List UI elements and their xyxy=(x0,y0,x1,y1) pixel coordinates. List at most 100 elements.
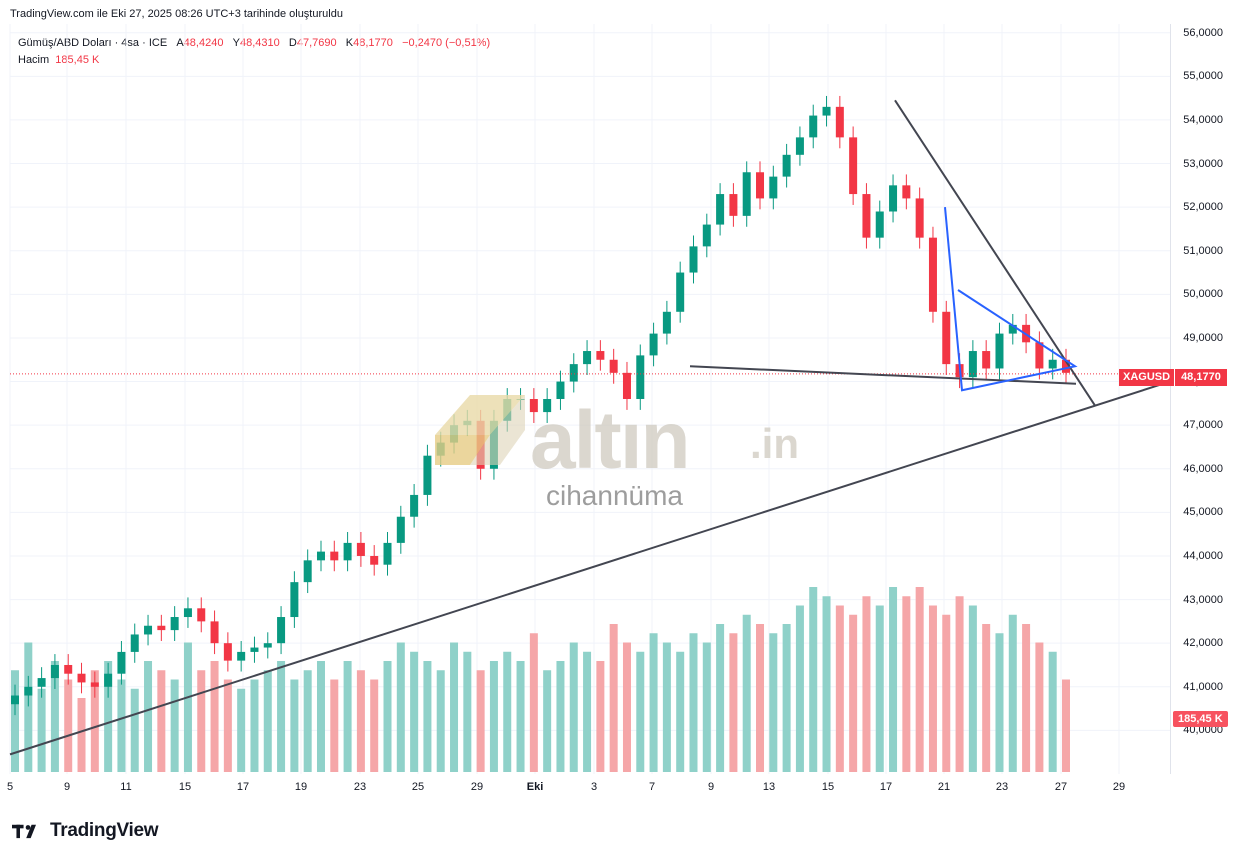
candle-body xyxy=(1062,359,1070,373)
candle-body xyxy=(197,608,206,622)
time-tick-label: 27 xyxy=(1054,781,1068,793)
volume-bar xyxy=(716,624,725,772)
time-tick-label: 5 xyxy=(6,781,14,793)
volume-bar xyxy=(410,651,419,772)
volume-bar xyxy=(968,605,977,772)
legend-ohlc-row: Gümüş/ABD Doları · 4sa · ICE A48,4240 Y4… xyxy=(18,35,490,52)
candle-body xyxy=(795,137,804,155)
volume-bar xyxy=(543,670,552,772)
candle-body xyxy=(263,643,272,648)
volume-bar xyxy=(928,605,937,772)
volume-bar xyxy=(50,661,59,772)
candle-body xyxy=(383,542,392,565)
price-tick-label: 50,0000 xyxy=(1183,288,1223,301)
candle-body xyxy=(928,237,937,312)
time-tick-label: 29 xyxy=(470,781,484,793)
volume-bar xyxy=(450,642,459,772)
price-axis[interactable]: 56,0000 55,0000 54,0000 53,0000 52,0000 51,00… xyxy=(1171,24,1242,774)
volume-bar xyxy=(982,624,991,772)
volume-bar xyxy=(11,670,19,772)
price-tick-label: 54,0000 xyxy=(1183,113,1223,126)
watermark-suffix: .in xyxy=(750,420,799,467)
legend-high: 48,4310 xyxy=(239,37,280,49)
legend-volume-row: Hacim 185,45 K xyxy=(18,52,490,69)
candle-body xyxy=(529,399,538,413)
candle-body xyxy=(144,625,153,635)
chart-caption: TradingView.com ile Eki 27, 2025 08:26 U… xyxy=(10,8,343,20)
wedge-lower-line xyxy=(689,365,1077,385)
volume-bar xyxy=(915,587,924,772)
volume-bar xyxy=(223,679,232,772)
last-price-value: 48,1770 xyxy=(1175,369,1227,386)
candle-body xyxy=(875,211,884,238)
candle-body xyxy=(237,651,246,661)
candle-body xyxy=(356,542,365,556)
candle-body xyxy=(170,617,179,631)
tradingview-logo-icon[interactable] xyxy=(12,821,44,841)
volume-bar xyxy=(290,679,299,772)
volume-bar xyxy=(330,679,339,772)
volume-bar xyxy=(77,698,86,772)
watermark-subtext: cihannüma xyxy=(546,480,683,511)
volume-bar xyxy=(197,670,206,772)
plot-area[interactable] xyxy=(10,24,1171,774)
volume-bar xyxy=(423,661,432,772)
volume-bar xyxy=(569,642,578,772)
volume-bar xyxy=(210,661,219,772)
price-tick-label: 52,0000 xyxy=(1183,201,1223,214)
candle-body xyxy=(157,625,166,631)
time-tick-label: 15 xyxy=(178,781,192,793)
watermark-logo-icon xyxy=(435,395,525,465)
price-tick-label: 49,0000 xyxy=(1183,331,1223,344)
volume-bar xyxy=(889,587,898,772)
volume-bar xyxy=(742,614,751,772)
volume-bar xyxy=(130,688,139,772)
candle-body xyxy=(889,185,898,212)
legend-symbol[interactable]: Gümüş/ABD Doları · 4sa · ICE xyxy=(18,37,168,49)
volume-bar xyxy=(822,596,831,772)
candle-body xyxy=(250,647,259,652)
candle-body xyxy=(303,560,312,583)
legend-high-label: Y xyxy=(232,37,240,49)
candle-body xyxy=(277,617,286,644)
candle-body xyxy=(1035,342,1044,369)
time-tick-label: 19 xyxy=(294,781,308,793)
volume-bar xyxy=(250,679,259,772)
candle-body xyxy=(756,172,765,199)
legend-volume-label[interactable]: Hacim xyxy=(18,54,50,66)
volume-bar xyxy=(117,679,126,772)
candle-body xyxy=(662,311,671,334)
candle-body xyxy=(769,176,778,199)
volume-bar xyxy=(343,661,352,772)
volume-bar xyxy=(955,596,964,772)
candle-body xyxy=(64,664,73,674)
legend-low: 47,7690 xyxy=(296,37,337,49)
volume-bar xyxy=(489,661,498,772)
volume-bar xyxy=(144,661,153,772)
candle-body xyxy=(609,359,618,373)
candle-body xyxy=(183,608,192,618)
candle-body xyxy=(676,272,685,312)
tradingview-brand[interactable]: TradingView xyxy=(50,820,159,841)
price-tick-label: 42,0000 xyxy=(1183,637,1223,650)
candle-body xyxy=(809,115,818,138)
candle-body xyxy=(396,516,405,543)
volume-bar xyxy=(756,624,765,772)
legend: Gümüş/ABD Doları · 4sa · ICE A48,4240 Y4… xyxy=(18,35,490,69)
candle-body xyxy=(543,399,552,413)
candle-body xyxy=(77,673,86,683)
price-tick-label: 53,0000 xyxy=(1183,157,1223,170)
candle-body xyxy=(130,634,139,652)
candle-body xyxy=(702,224,711,247)
price-tick-label: 44,0000 xyxy=(1183,549,1223,562)
volume-bar xyxy=(104,661,113,772)
volume-bar xyxy=(636,651,645,772)
candle-body xyxy=(1048,359,1057,369)
volume-bar xyxy=(463,651,472,772)
time-tick-label: 23 xyxy=(995,781,1009,793)
volume-bar xyxy=(436,670,445,772)
time-tick-label: 13 xyxy=(762,781,776,793)
candle-body xyxy=(862,194,871,238)
volume-bar xyxy=(396,642,405,772)
